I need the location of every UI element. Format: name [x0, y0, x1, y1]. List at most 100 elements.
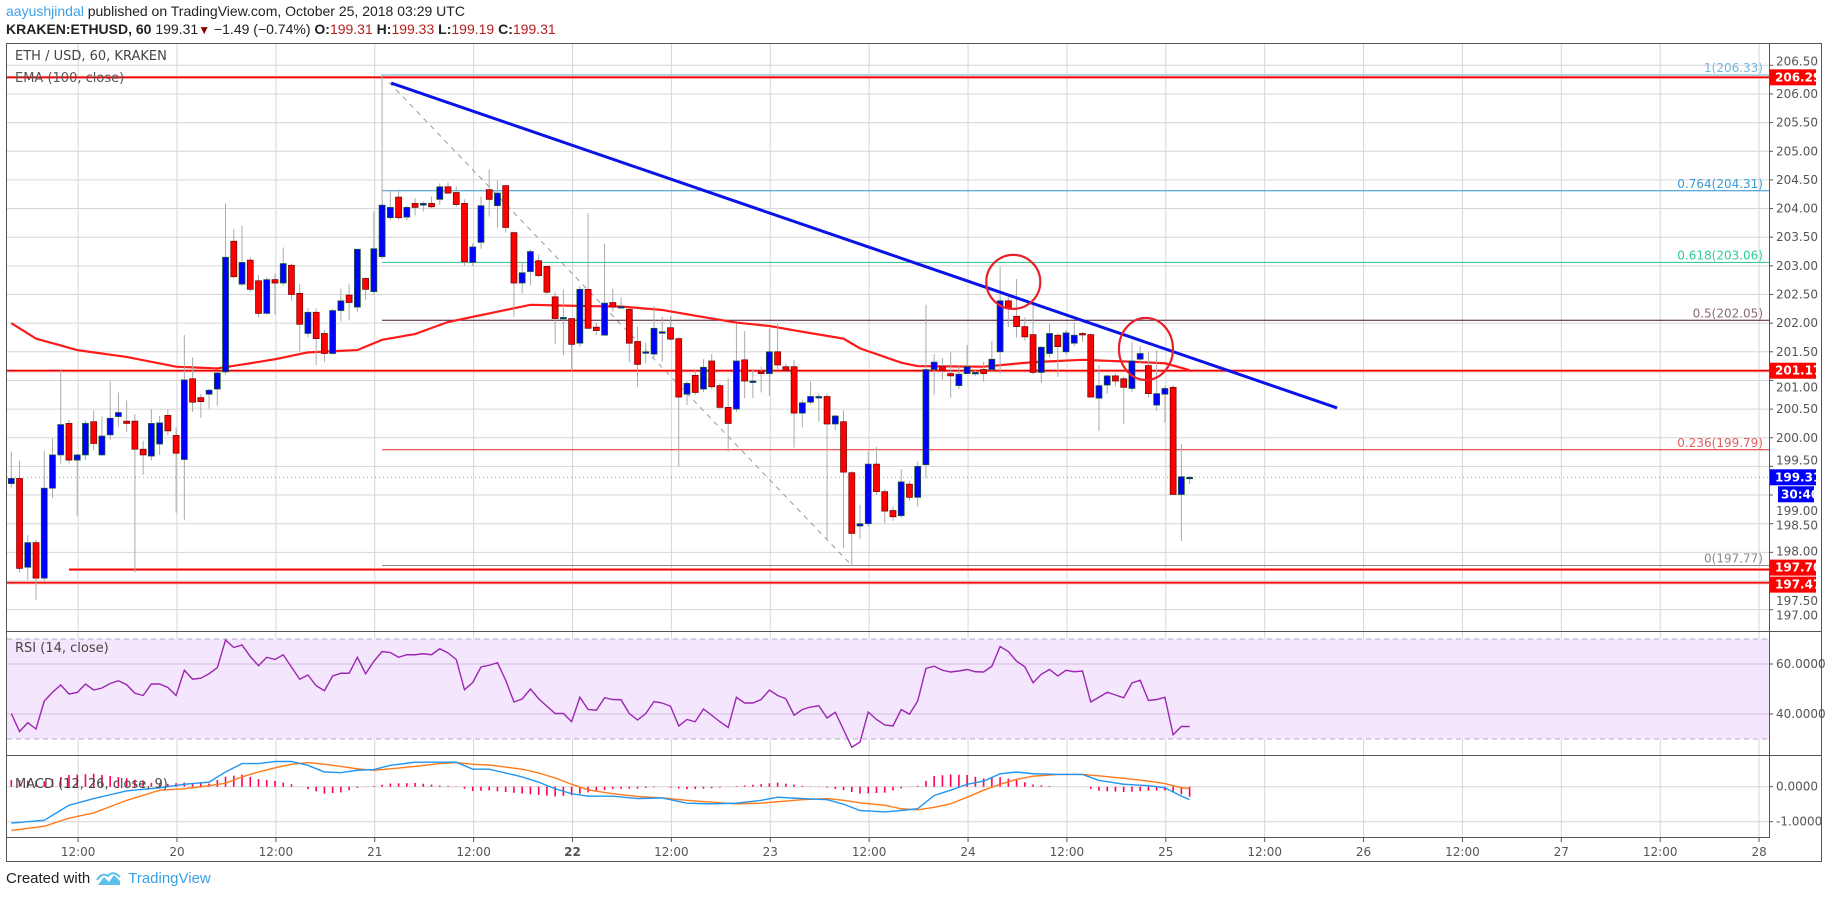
- candle: [312, 308, 320, 365]
- candle-body-down: [1013, 315, 1020, 327]
- candle-body-down: [255, 280, 262, 314]
- candle-body-up: [73, 454, 81, 461]
- candle: [1054, 333, 1062, 378]
- candle: [452, 186, 460, 207]
- candle: [939, 358, 946, 380]
- price-labels: 206.29 201.17 199.31 30:40 197.70 197.47: [1770, 69, 1821, 593]
- candle-body-down: [321, 333, 328, 354]
- candle: [82, 420, 89, 461]
- candle-body-down: [823, 396, 831, 425]
- candle-body-up: [683, 382, 691, 395]
- low-label: L:: [438, 21, 452, 37]
- candle: [584, 213, 592, 329]
- candle: [57, 370, 65, 464]
- candle: [691, 369, 699, 395]
- candle: [518, 262, 526, 294]
- candle-body-up: [914, 466, 922, 498]
- ema-100-line: [10, 303, 1190, 372]
- candle-body-up: [354, 248, 361, 308]
- price-tick-label: 200.50: [1776, 402, 1818, 416]
- candle-body-up: [1062, 332, 1070, 353]
- candle: [115, 392, 122, 427]
- candle: [106, 381, 114, 441]
- candle: [1062, 330, 1070, 355]
- candle: [947, 352, 955, 398]
- price-label-box: [1770, 362, 1816, 379]
- candle-body-down: [32, 542, 40, 579]
- candle: [1029, 304, 1037, 375]
- fib-level-label: 0.5(202.05): [1693, 306, 1763, 320]
- candle-body-up: [1103, 375, 1111, 386]
- candle: [1004, 296, 1012, 328]
- price-label-text: 206.29: [1775, 70, 1821, 84]
- candle: [988, 340, 996, 372]
- price-label-box: [1770, 69, 1816, 86]
- price-label-text: 201.17: [1775, 364, 1821, 378]
- macd-tick-label: -1.0000: [1776, 815, 1822, 829]
- candle-body-up: [222, 256, 229, 373]
- candle-body-down: [1112, 375, 1119, 382]
- candle: [568, 318, 575, 372]
- candle: [782, 363, 790, 372]
- time-tick-label: 23: [763, 845, 778, 859]
- tradingview-link[interactable]: TradingView: [128, 870, 211, 887]
- price-tick-label: 202.50: [1776, 288, 1818, 302]
- candle-body-down: [840, 421, 847, 473]
- candle: [1178, 444, 1185, 541]
- price-change: −1.49 (−0.74%): [213, 21, 311, 37]
- candle: [1153, 350, 1161, 411]
- candle: [889, 506, 897, 521]
- macd-tick-label: 0.0000: [1776, 780, 1818, 794]
- candle: [65, 419, 73, 464]
- price-tick-label: 204.00: [1776, 202, 1818, 216]
- candle-body-down: [1054, 334, 1062, 347]
- candle-body-up: [57, 424, 65, 456]
- candle-body-up: [650, 327, 658, 355]
- candle: [749, 369, 757, 399]
- candle: [683, 381, 691, 406]
- candle-body-down: [774, 351, 781, 366]
- candle: [436, 183, 444, 206]
- open-value: 199.31: [329, 21, 373, 37]
- candle-body-up: [49, 454, 56, 489]
- candle-body-up: [1153, 393, 1161, 406]
- candle: [90, 410, 98, 451]
- price-tick-label: 201.00: [1776, 380, 1818, 394]
- price-tick-label: 205.00: [1776, 144, 1818, 158]
- candle: [1128, 342, 1136, 392]
- candle-body-up: [815, 396, 823, 399]
- candle: [428, 196, 435, 209]
- candle: [403, 205, 411, 221]
- candle-body-down: [724, 407, 732, 424]
- candle: [675, 337, 683, 467]
- candle-body-down: [708, 360, 716, 388]
- candle-body-down: [271, 279, 279, 284]
- time-tick-label: 21: [367, 845, 382, 859]
- author-link[interactable]: aayushjindal: [6, 3, 84, 19]
- descending-trendline: [390, 81, 1338, 410]
- candle-body-down: [65, 423, 73, 461]
- price-tick-label: 198.00: [1776, 544, 1818, 558]
- candle-body-up: [148, 423, 155, 457]
- candle-body-down: [502, 185, 510, 228]
- candle-body-down: [790, 366, 798, 414]
- candle-body-up: [419, 203, 427, 206]
- candle: [708, 354, 716, 390]
- candle-body-down: [461, 203, 468, 263]
- candle: [856, 504, 864, 540]
- time-tick-label: 22: [564, 845, 581, 859]
- triangle-down-icon: ▼: [198, 23, 211, 37]
- price-tick-label: 203.00: [1776, 259, 1818, 273]
- candle: [230, 229, 238, 279]
- candle: [354, 248, 361, 312]
- candle: [823, 393, 831, 539]
- candle: [980, 361, 987, 382]
- candle-body-up: [831, 415, 839, 425]
- candle-body-down: [757, 371, 765, 374]
- candle-body-up: [955, 373, 963, 386]
- candle: [840, 410, 847, 549]
- low-value: 199.19: [451, 21, 495, 37]
- candle: [73, 453, 81, 516]
- candle-body-up: [378, 204, 386, 258]
